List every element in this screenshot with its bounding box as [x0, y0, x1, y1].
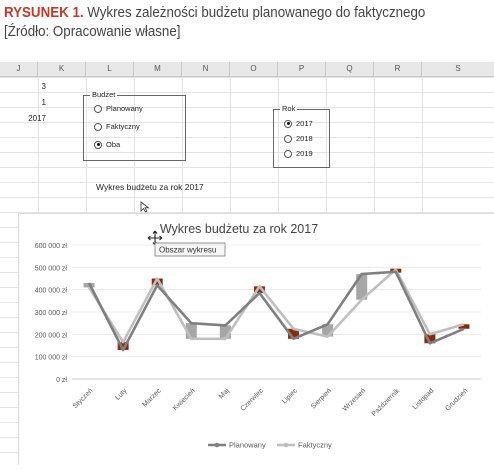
- col-header-k[interactable]: K: [38, 62, 86, 76]
- budzet-option-oba[interactable]: Oba: [94, 140, 120, 149]
- x-tick-label: Kwiecień: [172, 387, 197, 412]
- x-tick-label: Czerwiec: [240, 387, 266, 413]
- radio-selected-icon[interactable]: [94, 140, 102, 149]
- legend-label: Planowany: [229, 441, 266, 450]
- rok-option-2017[interactable]: 2017: [284, 119, 313, 128]
- x-tick-label: Grudzień: [444, 387, 469, 412]
- caption-label: RYSUNEK 1.: [4, 5, 84, 21]
- x-tick-label: Październik: [371, 387, 402, 418]
- x-tick-label: Sierpień: [310, 387, 333, 410]
- budzet-option-planowany[interactable]: Planowany: [94, 104, 143, 113]
- radio-icon[interactable]: [94, 104, 102, 113]
- series-line-faktyczny: [87, 268, 465, 344]
- legend-marker: [214, 442, 220, 448]
- budzet-option-group: Budżet Planowany Faktyczny Oba: [83, 90, 186, 161]
- y-tick-label: 400 000 zł: [35, 288, 68, 295]
- chart-legend[interactable]: Planowany Faktyczny: [208, 441, 332, 450]
- y-tick-label: 600 000 zł: [35, 243, 68, 250]
- figure-caption: RYSUNEK 1. Wykres zależności budżetu pla…: [4, 4, 453, 42]
- chart-title: Wykres budżetu za rok 2017: [160, 222, 318, 236]
- legend-marker: [283, 442, 289, 448]
- caption-text: Wykres zależności budżetu planowanego do…: [4, 5, 426, 40]
- col-header-s[interactable]: S: [455, 64, 461, 73]
- y-tick-label: 500 000 zł: [35, 265, 68, 272]
- x-tick-label: Lipiec: [281, 387, 299, 405]
- series-line-planowany: [87, 270, 465, 352]
- cell-j2[interactable]: 1: [41, 98, 46, 107]
- y-tick-label: 100 000 zł: [35, 355, 68, 362]
- col-header-n[interactable]: N: [182, 62, 230, 76]
- up-down-bar: [424, 334, 436, 344]
- col-header-r[interactable]: R: [374, 62, 422, 76]
- radio-icon[interactable]: [284, 149, 292, 158]
- budzet-group-title: Budżet: [90, 90, 118, 99]
- x-tick-label: Listopad: [412, 387, 436, 411]
- budzet-option-faktyczny[interactable]: Faktyczny: [94, 122, 140, 131]
- x-axis-labels: Styczeń Luty Marzec Kwiecień Maj Czerwiec Lipi…: [72, 387, 470, 418]
- cell-j3[interactable]: 2017: [28, 114, 46, 123]
- up-down-bar: [185, 323, 197, 339]
- radio-icon[interactable]: [94, 122, 102, 131]
- chart-tooltip: Obszar wykresu: [154, 242, 226, 257]
- gridlines: [72, 244, 481, 380]
- option-label: Planowany: [106, 104, 143, 113]
- x-tick-label: Luty: [114, 387, 129, 402]
- option-label: 2019: [296, 149, 313, 158]
- up-down-bar: [288, 328, 300, 339]
- x-tick-label: Wrzesień: [342, 387, 368, 413]
- spreadsheet[interactable]: J K L M N O P Q R S 3 1 2017 Budżet Plan…: [0, 62, 494, 465]
- option-label: 2017: [296, 119, 313, 128]
- col-header-o[interactable]: O: [230, 62, 278, 76]
- cell-j1[interactable]: 3: [41, 82, 46, 91]
- col-header-l[interactable]: L: [86, 62, 134, 76]
- budget-line-chart[interactable]: Wykres budżetu za rok 2017 Obszar wykres…: [19, 214, 494, 465]
- x-tick-label: Maj: [218, 387, 231, 400]
- up-down-bar: [253, 286, 265, 294]
- up-down-bar: [458, 324, 470, 329]
- option-label: Faktyczny: [106, 122, 140, 131]
- chart-area[interactable]: Wykres budżetu za rok 2017 Obszar wykres…: [18, 213, 494, 465]
- legend-label: Faktyczny: [298, 441, 332, 450]
- y-tick-label: 200 000 zł: [35, 332, 68, 339]
- col-header-m[interactable]: M: [134, 62, 182, 76]
- col-header-j[interactable]: J: [0, 62, 38, 76]
- rok-option-group: Rok 2017 2018 2019: [273, 104, 330, 168]
- up-down-bar: [117, 342, 129, 350]
- series-lines: [87, 268, 465, 352]
- rok-option-2018[interactable]: 2018: [284, 134, 313, 143]
- tooltip-text: Obszar wykresu: [159, 246, 216, 255]
- y-tick-label: 300 000 zł: [35, 310, 68, 317]
- y-axis-labels: 0 zł 100 000 zł 200 000 zł 300 000 zł 400 00…: [35, 243, 68, 384]
- column-header-row: J K L M N O P Q R S: [0, 62, 494, 77]
- rok-group-title: Rok: [280, 104, 298, 113]
- option-label: 2018: [296, 134, 313, 143]
- x-tick-label: Styczeń: [72, 387, 95, 410]
- rok-option-2019[interactable]: 2019: [284, 149, 313, 158]
- up-down-bar: [356, 274, 368, 300]
- cell-chart-title[interactable]: Wykres budżetu za rok 2017: [96, 182, 204, 192]
- radio-selected-icon[interactable]: [284, 119, 292, 128]
- up-down-bar: [322, 324, 334, 337]
- y-tick-label: 0 zł: [56, 377, 67, 384]
- col-header-p[interactable]: P: [278, 62, 326, 76]
- col-header-q[interactable]: Q: [326, 62, 374, 76]
- up-down-bar: [219, 325, 231, 339]
- mouse-pointer-icon: [140, 201, 150, 213]
- up-down-bar: [151, 278, 163, 286]
- radio-icon[interactable]: [284, 134, 292, 143]
- option-label: Oba: [106, 140, 121, 149]
- x-tick-label: Marzec: [141, 387, 163, 409]
